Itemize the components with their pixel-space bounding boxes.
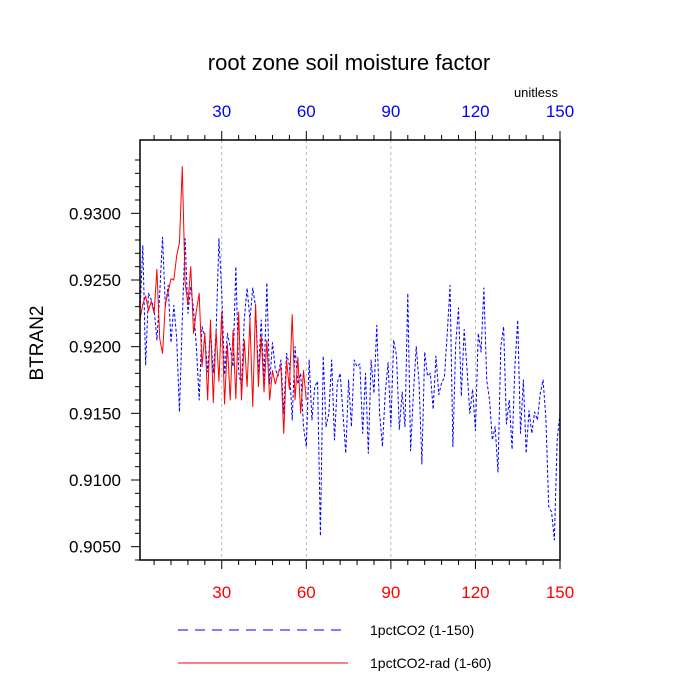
x-tick-label-bottom: 150	[546, 583, 574, 602]
chart-title: root zone soil moisture factor	[208, 50, 490, 75]
x-tick-label-top: 150	[546, 102, 574, 121]
bottom-x-tick-labels: 30 60 90 120 150	[212, 583, 574, 602]
x-tick-label-bottom: 90	[381, 583, 400, 602]
y-tick-label: 0.9200	[69, 338, 121, 357]
axis-ticks	[131, 131, 561, 569]
y-tick-label: 0.9250	[69, 271, 121, 290]
plot-frame	[139, 139, 561, 561]
legend-label-1pctco2: 1pctCO2 (1-150)	[370, 622, 474, 638]
legend-label-1pctco2-rad: 1pctCO2-rad (1-60)	[370, 655, 491, 671]
y-tick-label: 0.9150	[69, 404, 121, 423]
grid-lines	[221, 140, 476, 560]
x-tick-label-bottom: 30	[212, 583, 231, 602]
series-lines	[139, 166, 561, 541]
y-axis-label: BTRAN2	[27, 306, 48, 381]
y-tick-label: 0.9300	[69, 204, 121, 223]
x-tick-label-bottom: 120	[461, 583, 489, 602]
series-line-1pctco2	[139, 236, 561, 541]
legend: 1pctCO2 (1-150) 1pctCO2-rad (1-60)	[178, 622, 491, 671]
top-x-tick-labels: 30 60 90 120 150	[212, 102, 574, 121]
x-tick-label-top: 30	[212, 102, 231, 121]
units-label: unitless	[514, 85, 559, 100]
y-tick-labels: 0.9050 0.9100 0.9150 0.9200 0.9250 0.9300	[69, 204, 121, 556]
y-tick-label: 0.9050	[69, 538, 121, 557]
x-tick-label-bottom: 60	[297, 583, 316, 602]
series-line-1pctco2-rad	[139, 166, 307, 434]
x-tick-label-top: 60	[297, 102, 316, 121]
y-tick-label: 0.9100	[69, 471, 121, 490]
x-tick-label-top: 90	[381, 102, 400, 121]
x-tick-label-top: 120	[461, 102, 489, 121]
